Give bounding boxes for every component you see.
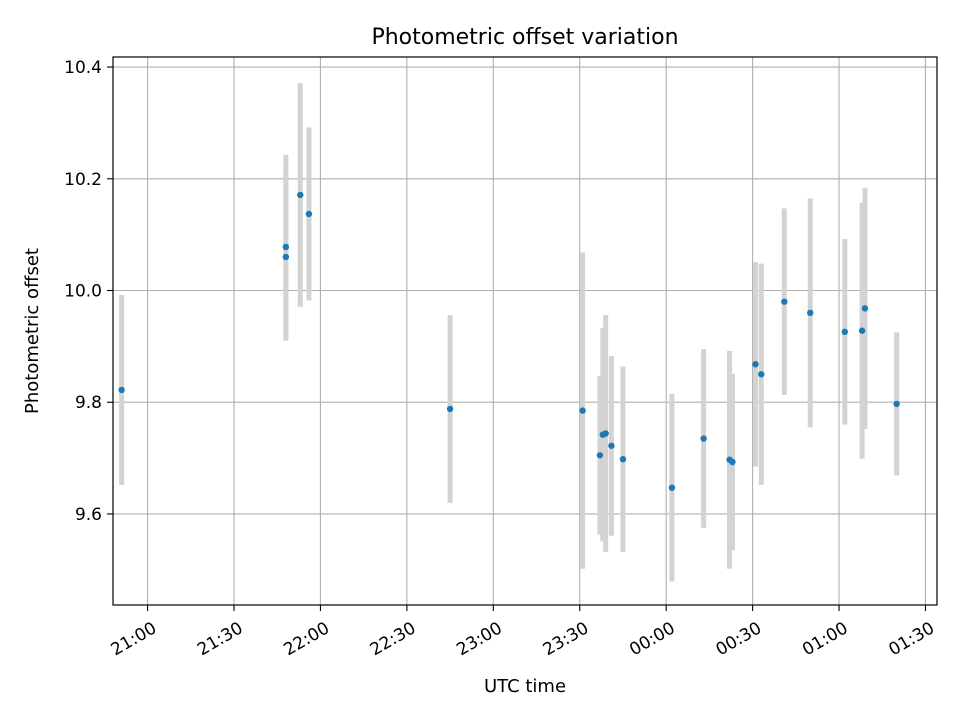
data-point: [579, 407, 586, 414]
data-point: [700, 435, 707, 442]
y-tick-label: 9.8: [75, 393, 102, 413]
data-point: [608, 442, 615, 449]
data-point: [305, 210, 313, 218]
grid-lines: [113, 57, 937, 605]
chart-title: Photometric offset variation: [371, 25, 678, 50]
data-point: [602, 430, 609, 437]
y-tick-label: 10.4: [64, 58, 102, 78]
data-point: [668, 484, 676, 491]
data-point: [858, 327, 866, 334]
y-tick-label: 10.0: [64, 282, 102, 302]
axes-frame: [112, 56, 938, 606]
data-point: [861, 305, 869, 312]
data-point: [758, 371, 765, 378]
data-point: [297, 191, 304, 199]
y-tick-label: 10.2: [64, 170, 102, 190]
y-axis-label: Photometric offset: [22, 248, 43, 414]
data-point: [282, 243, 290, 251]
data-point: [841, 328, 849, 336]
data-point: [807, 309, 814, 317]
data-point: [596, 452, 604, 459]
data-point: [446, 405, 454, 413]
y-tick-label: 9.6: [75, 505, 102, 525]
data-points: [118, 191, 900, 491]
data-point: [729, 458, 736, 466]
y-axis-ticks: 9.6 9.8 10.0 10.2 10.4: [64, 58, 113, 525]
data-point: [282, 253, 290, 261]
data-point: [118, 386, 125, 394]
data-point: [752, 361, 759, 368]
data-point: [781, 298, 788, 305]
data-point: [619, 456, 627, 463]
x-axis-label: UTC time: [484, 676, 566, 697]
data-point: [893, 400, 900, 408]
